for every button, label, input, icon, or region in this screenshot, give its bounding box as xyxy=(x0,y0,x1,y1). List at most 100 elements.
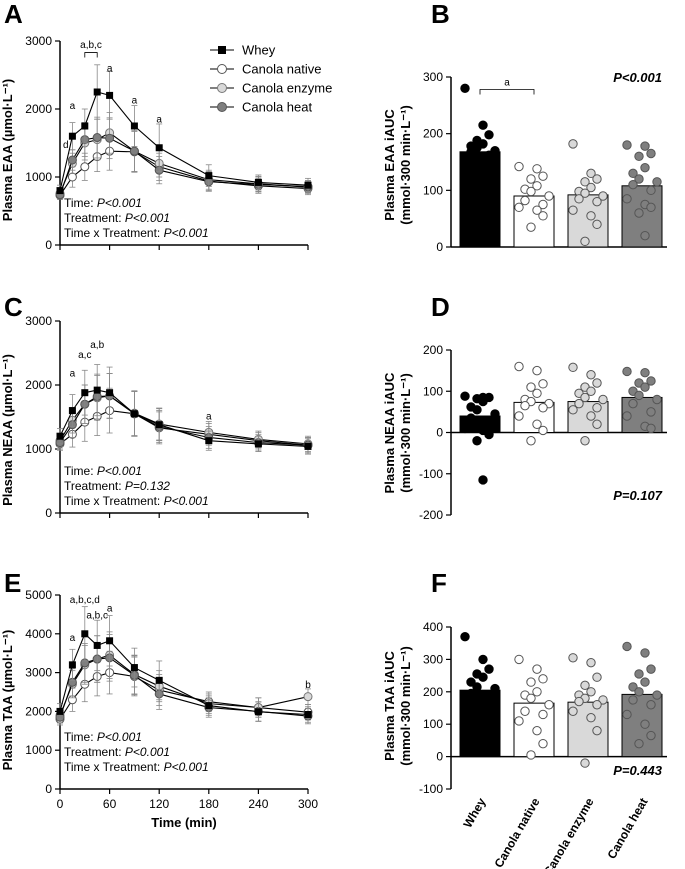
y-tick-label-A-3: 3000 xyxy=(25,34,52,48)
point-B-2-1 xyxy=(586,168,596,179)
annotation-C-2: a,b xyxy=(90,340,104,351)
data-point xyxy=(56,187,64,195)
point-B-0-14 xyxy=(478,188,488,198)
annotation-E-4: b xyxy=(305,680,311,691)
point-B-3-6 xyxy=(634,174,644,184)
point-B-0-1 xyxy=(478,120,488,130)
data-point xyxy=(205,172,213,180)
legend-label-2: Canola enzyme xyxy=(242,81,332,96)
point-F-3-12 xyxy=(646,730,656,741)
stat-C-2: Time x Treatment: P<0.001 xyxy=(64,494,209,508)
annotation-A-5: a xyxy=(156,115,162,126)
point-F-3-4 xyxy=(640,677,650,687)
point-F-1-11 xyxy=(532,725,542,736)
point-F-0-14 xyxy=(478,732,488,742)
panel-letter-E: E xyxy=(4,568,21,598)
point-B-1-12 xyxy=(538,211,548,221)
bracket-label-B: a xyxy=(504,77,510,88)
point-F-0-1 xyxy=(478,654,488,665)
point-D-3-4 xyxy=(640,382,650,392)
annotation-E-3: a xyxy=(107,603,113,614)
annotation-A-1: a xyxy=(70,101,76,112)
point-D-0-4 xyxy=(478,396,488,407)
point-D-0-6 xyxy=(472,405,482,415)
point-D-1-9 xyxy=(538,403,548,413)
point-B-3-12 xyxy=(646,202,656,213)
point-F-2-12 xyxy=(592,725,602,736)
point-B-1-6 xyxy=(526,186,536,197)
legend-label-3: Canola heat xyxy=(242,100,312,115)
point-F-0-5 xyxy=(466,677,476,687)
point-F-2-4 xyxy=(586,687,596,697)
point-D-1-2 xyxy=(538,379,548,389)
y-tick-label-A-0: 0 xyxy=(45,238,52,252)
point-B-0-15 xyxy=(466,207,476,217)
point-D-0-0 xyxy=(460,391,470,401)
y-tick-label-F-2: 100 xyxy=(423,717,443,731)
point-D-3-12 xyxy=(646,423,656,434)
point-B-1-3 xyxy=(526,174,536,184)
x-tick-label-E-5: 300 xyxy=(298,797,318,811)
point-B-2-12 xyxy=(592,219,602,230)
point-D-0-12 xyxy=(484,429,494,440)
point-F-0-11 xyxy=(478,709,488,720)
data-point xyxy=(106,389,114,397)
point-B-3-13 xyxy=(634,208,644,218)
data-point xyxy=(93,88,101,96)
point-F-1-8 xyxy=(520,706,530,716)
point-D-3-7 xyxy=(652,394,662,405)
point-B-0-12 xyxy=(484,162,494,173)
series-line xyxy=(59,132,309,194)
x-tick-label-E-0: 0 xyxy=(57,797,64,811)
point-B-3-1 xyxy=(640,141,650,151)
point-B-1-7 xyxy=(544,191,554,201)
legend-marker-2 xyxy=(217,83,227,93)
point-D-0-10 xyxy=(460,423,470,434)
point-B-3-2 xyxy=(646,148,656,159)
point-B-3-5 xyxy=(628,168,638,179)
category-label-3: Canola heat xyxy=(604,795,650,861)
point-B-3-9 xyxy=(646,185,656,196)
point-B-2-8 xyxy=(574,194,584,204)
series-line xyxy=(59,657,309,718)
point-F-0-10 xyxy=(460,700,470,710)
data-point xyxy=(130,410,138,418)
point-B-3-7 xyxy=(652,177,662,187)
y-axis-label-A: Plasma EAA (µmol·L⁻¹) xyxy=(0,79,15,221)
panel-letter-A: A xyxy=(4,0,23,29)
annotation-A-3: a xyxy=(107,64,113,75)
point-D-2-10 xyxy=(568,405,578,415)
series-C-whey xyxy=(56,364,312,455)
pvalue-B: P<0.001 xyxy=(613,70,662,85)
data-point xyxy=(205,437,213,445)
data-point xyxy=(304,442,312,450)
point-B-3-10 xyxy=(622,194,632,204)
data-point xyxy=(254,440,262,448)
x-tick-label-E-4: 240 xyxy=(248,797,268,811)
point-F-2-11 xyxy=(586,713,596,723)
point-D-2-1 xyxy=(586,370,596,380)
series-line xyxy=(59,91,309,191)
data-point xyxy=(92,133,102,143)
point-F-3-3 xyxy=(634,669,644,679)
point-D-2-4 xyxy=(586,386,596,396)
stat-A-0: Time: P<0.001 xyxy=(64,196,142,210)
point-F-0-9 xyxy=(484,693,494,703)
y-tick-label-F-5: 400 xyxy=(423,620,443,634)
point-F-3-10 xyxy=(622,709,632,720)
data-point xyxy=(68,407,76,415)
point-D-2-7 xyxy=(598,394,608,405)
point-B-3-4 xyxy=(640,162,650,173)
point-D-0-13 xyxy=(472,436,482,446)
point-F-0-12 xyxy=(484,716,494,726)
category-label-2: Canola enzyme xyxy=(541,795,597,869)
point-D-2-12 xyxy=(592,419,602,429)
point-D-3-9 xyxy=(646,407,656,417)
data-point xyxy=(106,91,114,99)
point-D-3-1 xyxy=(640,367,650,378)
y-tick-label-E-2: 2000 xyxy=(25,704,52,718)
point-B-1-2 xyxy=(538,171,548,181)
point-B-1-4 xyxy=(532,181,542,191)
point-F-0-6 xyxy=(472,682,482,692)
point-F-1-9 xyxy=(538,709,548,720)
